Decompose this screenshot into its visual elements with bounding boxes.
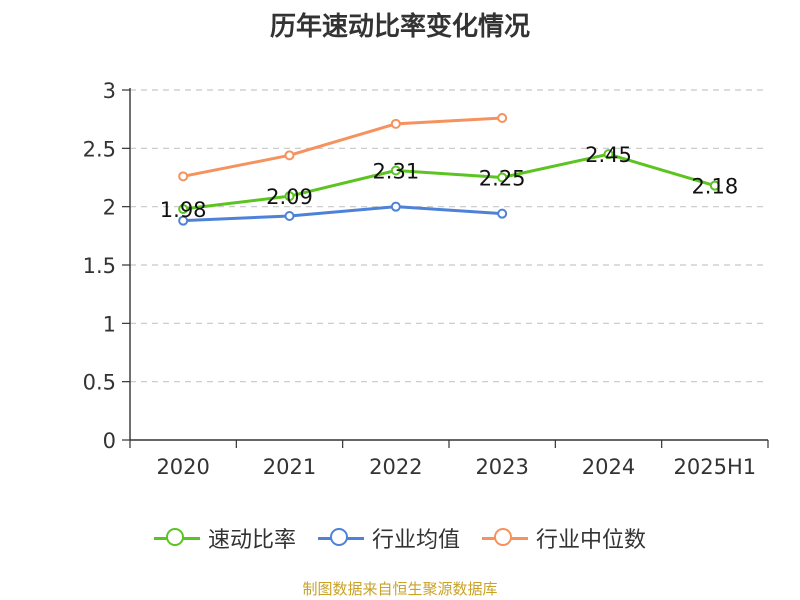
legend-item[interactable]: 速动比率 [153,522,296,554]
legend-marker-icon [153,528,200,548]
data-point [284,211,295,221]
data-point [497,208,508,219]
x-tick-label: 2024 [582,455,635,479]
x-tick-label: 2022 [369,455,422,479]
legend-label: 速动比率 [207,528,296,553]
legend-label: 行业中位数 [536,528,647,553]
legend-item[interactable]: 行业均值 [317,522,460,554]
data-point [178,204,189,214]
x-tick-label: 2020 [156,455,209,479]
data-point [284,150,295,161]
legend-marker-icon [317,528,364,548]
y-tick-label: 1 [103,312,116,336]
series-line [182,116,503,178]
y-tick-label: 0.5 [83,371,116,395]
data-point [178,171,189,182]
x-tick-label: 2023 [475,455,528,479]
data-point [497,113,508,123]
legend-label: 行业均值 [371,528,460,553]
data-label: 2.18 [691,175,738,199]
chart-title: 历年速动比率变化情况 [269,12,530,42]
data-labels: 1.98 2.09 2.31 2.25 2.45 2.18 [160,143,738,222]
data-point [603,149,614,160]
data-point [390,165,401,176]
y-tick-label: 2 [103,196,116,220]
y-tick-label: 1.5 [83,254,116,278]
data-label: 1.98 [160,198,207,222]
data-point [178,215,189,226]
y-tick-label: 2.5 [83,137,116,161]
data-point [497,172,508,183]
series-lines [178,113,720,226]
data-label: 2.25 [479,167,526,191]
data-point [284,191,295,202]
data-point [709,180,720,191]
legend-item[interactable]: 行业中位数 [482,522,646,554]
data-point [390,118,401,129]
legend: 速动比率 行业均值 行业中位数 [0,520,800,556]
series-line [182,152,716,211]
series-line [183,205,503,223]
data-label: 2.09 [266,185,313,209]
grid-lines [130,89,768,383]
data-label: 2.45 [585,143,632,167]
x-tick-label: 2025H1 [674,455,757,479]
legend-marker-icon [482,528,528,548]
axes: 0 0.5 1 1.5 2 2.5 3 2020 2021 2022 2023 2024 2025H1 [83,79,769,479]
x-tick-label: 2021 [263,455,316,479]
data-label: 2.31 [372,160,419,184]
source-note: 制图数据来自恒生聚源数据库 [302,580,498,598]
y-tick-label: 0 [103,429,116,453]
y-tick-label: 3 [103,79,116,103]
data-point [390,201,401,212]
